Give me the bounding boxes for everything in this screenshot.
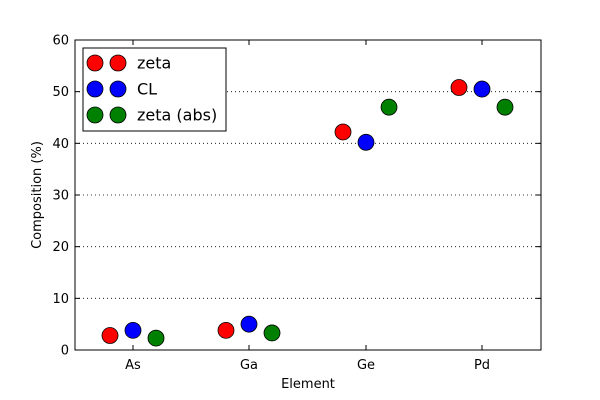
x-tick-label: Pd	[474, 358, 490, 373]
y-tick-label: 0	[61, 344, 69, 359]
data-point-zeta-abs	[380, 98, 398, 116]
data-point-cl	[357, 133, 375, 151]
x-tick-label: As	[125, 358, 141, 373]
y-axis-label: Composition (%)	[30, 141, 45, 249]
y-tick-label: 10	[52, 292, 69, 307]
y-tick-label: 60	[52, 34, 69, 49]
data-points	[101, 79, 514, 347]
legend-label-cl: CL	[137, 80, 157, 99]
legend-marker-zeta	[86, 54, 104, 72]
x-axis-ticks: As Ga Ge Pd	[125, 40, 490, 373]
data-point-cl	[473, 80, 491, 98]
x-tick-label: Ga	[240, 358, 258, 373]
legend-marker-cl	[86, 80, 104, 98]
data-point-zeta-abs	[263, 324, 281, 342]
x-axis-label: Element	[281, 377, 335, 392]
data-point-zeta	[334, 123, 352, 141]
y-tick-label: 20	[52, 240, 69, 255]
legend-label-zeta: zeta	[137, 54, 171, 73]
y-axis-ticks: 0 10 20 30 40 50 60	[52, 34, 541, 359]
legend-marker-zeta-abs	[86, 106, 104, 124]
legend-label-zeta-abs: zeta (abs)	[137, 106, 217, 125]
data-point-zeta	[217, 321, 235, 339]
legend-marker-zeta-abs	[109, 106, 127, 124]
data-point-zeta-abs	[147, 329, 165, 347]
legend: zeta CL zeta (abs)	[82, 47, 227, 132]
data-point-zeta-abs	[496, 98, 514, 116]
y-tick-label: 50	[52, 85, 69, 100]
data-point-cl	[240, 315, 258, 333]
y-tick-label: 30	[52, 189, 69, 204]
legend-box	[82, 47, 227, 132]
legend-marker-zeta	[109, 54, 127, 72]
data-point-cl	[124, 321, 142, 339]
y-tick-label: 40	[52, 137, 69, 152]
legend-marker-cl	[109, 80, 127, 98]
x-tick-label: Ge	[357, 358, 375, 373]
data-point-zeta	[450, 79, 468, 96]
data-point-zeta	[101, 327, 119, 344]
